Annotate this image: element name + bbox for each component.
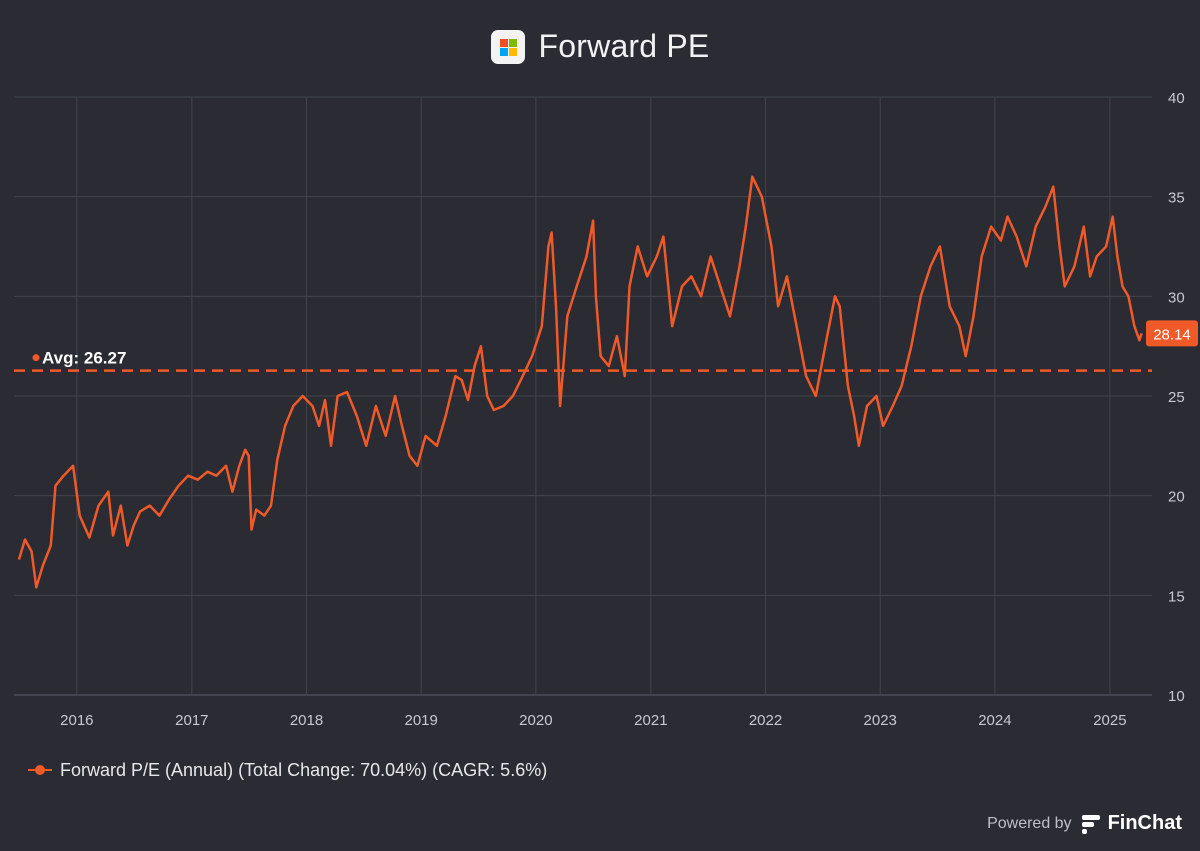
x-tick-label: 2016 <box>60 712 93 729</box>
y-tick-label: 35 <box>1168 190 1185 207</box>
y-tick-label: 20 <box>1168 489 1185 506</box>
x-axis: 2016 2017 2018 2019 2020 2021 2022 2023 2024 2025 <box>60 712 1126 729</box>
x-tick-label: 2017 <box>175 712 208 729</box>
y-tick-label: 30 <box>1168 289 1185 306</box>
x-tick-label: 2024 <box>978 712 1011 729</box>
y-tick-label: 15 <box>1168 588 1185 605</box>
x-tick-label: 2025 <box>1093 712 1126 729</box>
x-tick-label: 2022 <box>749 712 782 729</box>
average-marker <box>32 354 40 362</box>
legend[interactable]: Forward P/E (Annual) (Total Change: 70.0… <box>28 758 547 782</box>
x-tick-label: 2018 <box>290 712 323 729</box>
chart-title: Forward PE <box>538 28 710 64</box>
powered-by-text: Powered by <box>987 814 1072 832</box>
y-axis: 10 15 20 25 30 35 40 <box>1168 90 1185 705</box>
series-line <box>17 175 1143 589</box>
legend-label: Forward P/E (Annual) (Total Change: 70.0… <box>60 759 548 780</box>
powered-by[interactable]: Powered by FinChat <box>987 812 1182 835</box>
last-value-label: 28.14 <box>1153 326 1191 343</box>
finchat-name: FinChat <box>1107 812 1182 834</box>
last-value-bg <box>1146 320 1198 347</box>
y-tick-label: 10 <box>1168 688 1185 705</box>
series-layer <box>17 175 1143 589</box>
chart-header: Forward PE <box>0 28 1200 65</box>
finchat-logo-icon <box>1080 813 1102 835</box>
x-tick-label: 2019 <box>405 712 438 729</box>
x-tick-label: 2020 <box>519 712 552 729</box>
y-tick-label: 40 <box>1168 90 1185 107</box>
x-tick-label: 2023 <box>864 712 897 729</box>
grid <box>14 96 1152 696</box>
y-tick-label: 25 <box>1168 389 1185 406</box>
microsoft-logo-icon <box>490 29 525 64</box>
x-tick-label: 2021 <box>634 712 667 729</box>
last-value-badge: 28.14 <box>1146 320 1198 347</box>
average-line: Avg: 26.27 <box>14 349 1152 372</box>
average-label: Avg: 26.27 <box>42 349 126 368</box>
legend-series-marker <box>28 758 52 782</box>
